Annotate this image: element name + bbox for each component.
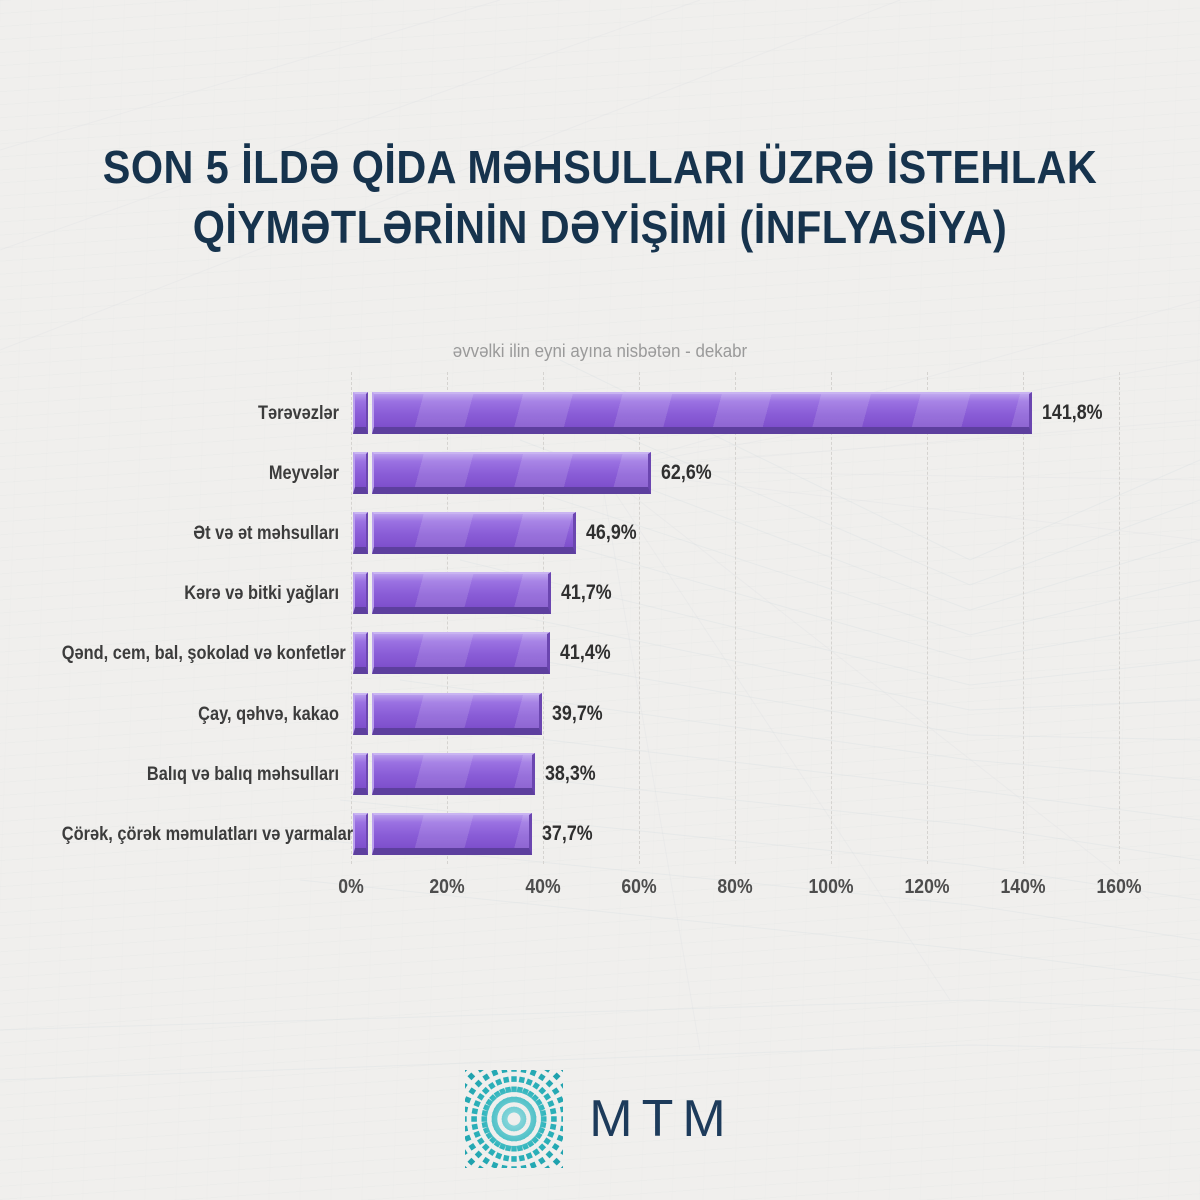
value-label: 141,8% [1041, 401, 1103, 424]
bar-start-cap [353, 392, 368, 434]
gridline [1119, 372, 1120, 864]
gridline [927, 372, 928, 864]
bar-start-cap [353, 452, 368, 494]
category-label: Meyvələr [268, 462, 339, 484]
bar-row: Çörək, çörək məmulatları və yarmalar 37,… [62, 813, 1119, 855]
bar [372, 753, 535, 795]
gridline [447, 372, 448, 864]
category-label: Çay, qəhvə, kakao [198, 703, 339, 725]
x-axis-tick: 120% [904, 876, 950, 898]
page-title-line1: SON 5 İLDƏ QİDA MƏHSULLARI ÜZRƏ İSTEHLAK [102, 141, 1098, 193]
category-label: Qənd, cem, bal, şokolad və konfetlər [61, 642, 346, 664]
x-axis-tick: 40% [525, 876, 561, 898]
gridline [735, 372, 736, 864]
bar-row: Kərə və bitki yağları 41,7% [184, 572, 1119, 614]
x-axis-tick: 80% [717, 876, 753, 898]
x-axis-tick: 140% [1000, 876, 1046, 898]
bar-chart-plot: Tərəvəzlər 141,8% Meyvələr 62,6% Ət və ə… [62, 372, 1142, 898]
header: SON 5 İLDƏ QİDA MƏHSULLARI ÜZRƏ İSTEHLAK… [0, 138, 1200, 258]
bar [372, 813, 532, 855]
value-label: 37,7% [541, 822, 593, 845]
category-label: Kərə və bitki yağları [184, 582, 339, 604]
x-axis-tick: 100% [808, 876, 854, 898]
bar-start-cap [353, 572, 368, 614]
category-label: Balıq və balıq məhsulları [146, 763, 339, 785]
gridline [831, 372, 832, 864]
bar-start-cap [353, 693, 368, 735]
x-axis-tick: 0% [338, 876, 364, 898]
value-label: 41,7% [561, 581, 612, 604]
x-axis: 0% 20% 40% 60% 80% 100% 120% 140% 160% [338, 876, 1141, 902]
chart-subtitle: əvvəlki ilin eyni ayına nisbətən - dekab… [452, 341, 748, 361]
bar [372, 693, 542, 735]
bar-row: Çay, qəhvə, kakao 39,7% [198, 693, 1119, 735]
logo-text: MTM [589, 1090, 735, 1148]
bar-row: Meyvələr 62,6% [269, 452, 1119, 494]
gridline [543, 372, 544, 864]
value-label: 38,3% [544, 762, 596, 785]
category-label: Ət və ət məhsulları [193, 522, 339, 544]
value-label: 62,6% [661, 461, 713, 484]
value-label: 39,7% [551, 702, 603, 725]
gridline [1023, 372, 1024, 864]
bar-start-cap [353, 813, 368, 855]
bar-start-cap [353, 753, 368, 795]
value-label: 46,9% [586, 521, 637, 544]
footer-logo: MTM [0, 1070, 1200, 1168]
radial-burst-icon [465, 1070, 563, 1168]
bar [372, 632, 550, 674]
x-axis-tick: 160% [1096, 876, 1142, 898]
bar [372, 452, 652, 494]
bar-row: Tərəvəzlər 141,8% [258, 392, 1119, 434]
bar-start-cap [353, 632, 368, 674]
bar [372, 512, 577, 554]
x-axis-tick: 20% [429, 876, 465, 898]
bar [372, 572, 552, 614]
bar-row: Ət və ət məhsulları 46,9% [193, 512, 1119, 554]
bar-start-cap [353, 512, 368, 554]
value-label: 41,4% [559, 641, 611, 664]
bar [372, 392, 1032, 434]
x-axis-tick: 60% [621, 876, 657, 898]
page-title: SON 5 İLDƏ QİDA MƏHSULLARI ÜZRƏ İSTEHLAK… [60, 138, 1140, 258]
category-label: Çörək, çörək məmulatları və yarmalar [61, 823, 354, 845]
bar-row: Qənd, cem, bal, şokolad və konfetlər 41,… [62, 632, 1119, 674]
page-title-line2: QİYMƏTLƏRİNİN DƏYİŞİMİ (İNFLYASİYA) [192, 200, 1008, 253]
bar-row: Balıq və balıq məhsulları 38,3% [147, 753, 1119, 795]
gridline [639, 372, 640, 864]
gridline [351, 372, 352, 864]
category-label: Tərəvəzlər [257, 402, 339, 424]
